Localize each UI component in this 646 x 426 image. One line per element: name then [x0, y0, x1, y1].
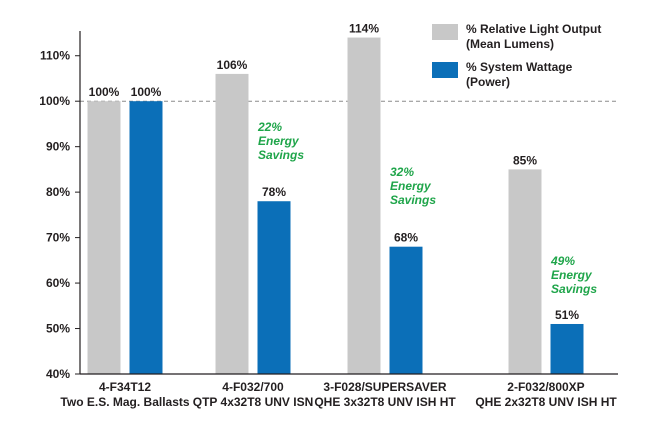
light-output-bar-2: [215, 73, 249, 375]
light-output-bar-4: [508, 169, 542, 374]
light-output-bar-1: [87, 101, 121, 374]
y-tick-label-80: 80%: [46, 185, 70, 199]
y-tick-label-100: 100%: [39, 94, 70, 108]
legend-sublabel-light-output: (Mean Lumens): [466, 37, 554, 51]
bars-layer: [87, 37, 584, 375]
category-label-3-line2: QHE 3x32T8 UNV ISH HT: [314, 395, 456, 409]
energy-savings-annotation-2-line1: 32%: [390, 165, 414, 179]
light-output-value-label-3: 114%: [349, 22, 379, 36]
wattage-bar-3: [389, 246, 423, 374]
legend-swatch-wattage: [432, 62, 458, 78]
y-tick-label-40: 40%: [46, 367, 70, 381]
energy-savings-annotation-1-line1: 22%: [257, 120, 282, 134]
light-output-value-label-2: 106%: [217, 58, 248, 72]
wattage-bar-1: [129, 101, 163, 374]
wattage-bar-4: [550, 323, 584, 374]
energy-savings-annotation-3-line2: Energy: [551, 268, 593, 282]
y-tick-label-90: 90%: [46, 140, 70, 154]
wattage-value-label-1: 100%: [131, 85, 162, 99]
legend-label-light-output: % Relative Light Output: [466, 22, 601, 36]
category-label-2-line2: QTP 4x32T8 UNV ISN: [193, 395, 314, 409]
legend-label-wattage: % System Wattage: [466, 60, 573, 74]
light-output-bar-3: [347, 37, 381, 375]
energy-savings-annotation-1-line2: Energy: [258, 134, 300, 148]
y-tick-label-50: 50%: [46, 322, 70, 336]
labels-layer: 100% 106% 114% 85% 100% 78% 68% 51% 4-F34T12Two …: [60, 22, 617, 409]
y-tick-label-110: 110%: [40, 49, 70, 63]
legend-swatch-light-output: [432, 24, 458, 40]
wattage-value-label-4: 51%: [555, 308, 579, 322]
energy-savings-annotation-2-line2: Energy: [390, 179, 432, 193]
category-label-4-line1: 2-F032/800XP: [507, 380, 584, 394]
energy-savings-annotation-3-line1: 49%: [550, 254, 575, 268]
wattage-bar-2: [257, 201, 291, 374]
axis-layer: 40% 50% 60% 70% 80% 90% 100% 110%: [39, 31, 618, 381]
energy-savings-annotation-1-line3: Savings: [258, 148, 304, 162]
category-label-1-line1: 4-F34T12: [99, 380, 151, 394]
energy-savings-annotation-2-line3: Savings: [390, 193, 436, 207]
category-label-3-line1: 3-F028/SUPERSAVER: [323, 380, 446, 394]
light-output-value-label-1: 100%: [89, 85, 120, 99]
y-tick-label-70: 70%: [46, 231, 70, 245]
light-output-value-label-4: 85%: [513, 153, 537, 167]
legend-sublabel-wattage: (Power): [466, 75, 510, 89]
legend: % Relative Light Output(Mean Lumens) % Sy…: [432, 22, 601, 89]
wattage-value-label-3: 68%: [394, 231, 418, 245]
category-label-4-line2: QHE 2x32T8 UNV ISH HT: [475, 395, 617, 409]
category-label-1-line2: Two E.S. Mag. Ballasts: [60, 395, 189, 409]
category-label-2-line1: 4-F032/700: [222, 380, 284, 394]
y-tick-label-60: 60%: [46, 276, 70, 290]
wattage-value-label-2: 78%: [262, 185, 286, 199]
energy-savings-annotation-3-line3: Savings: [551, 282, 597, 296]
